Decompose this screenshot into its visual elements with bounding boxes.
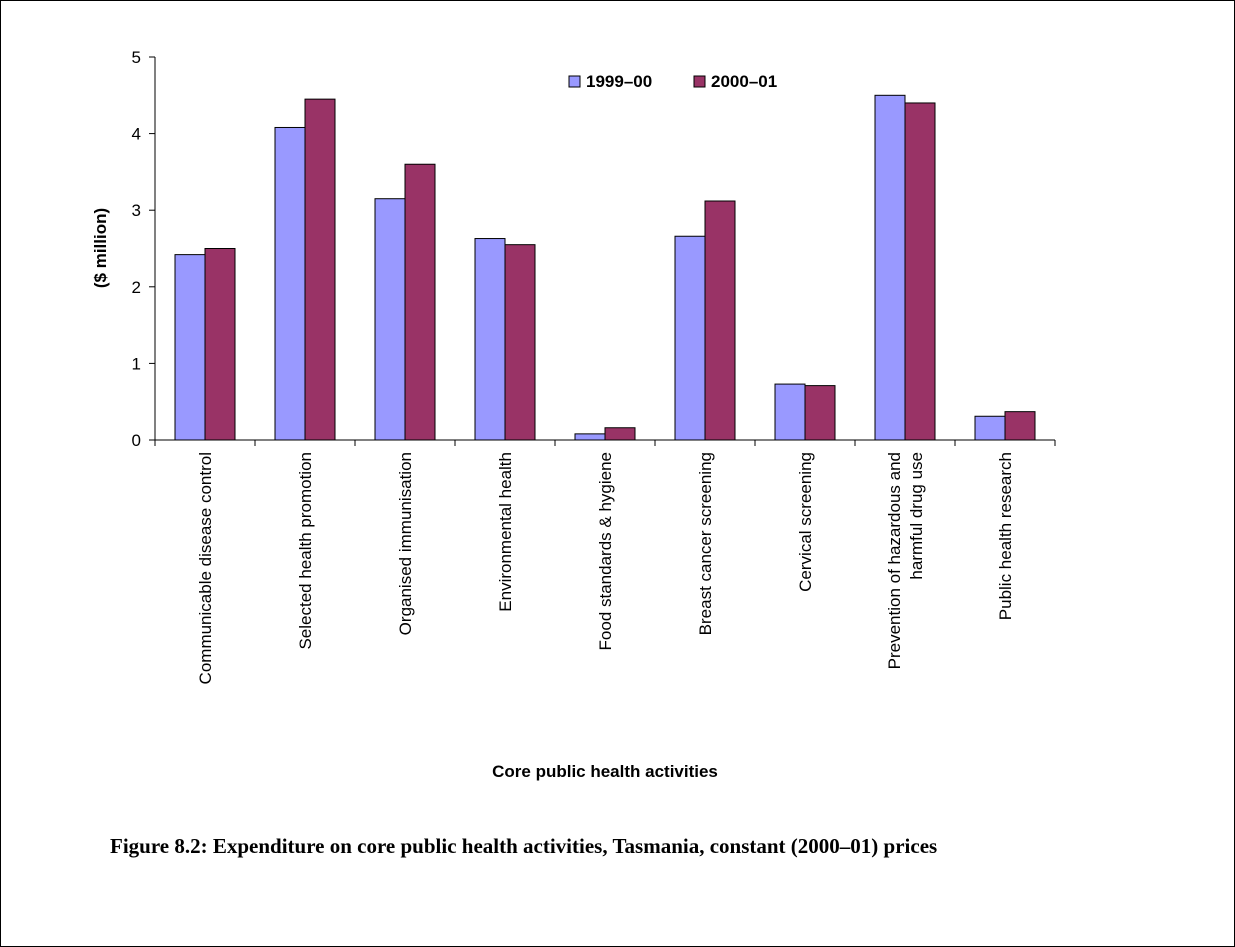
bar-series-2-category-1 (204, 248, 236, 441)
x-axis-title: Core public health activities (492, 762, 718, 781)
bar-series-2-category-3 (404, 163, 436, 441)
y-tick-label: 3 (132, 201, 141, 220)
x-category-label: Environmental health (496, 452, 515, 612)
y-tick-label: 0 (132, 431, 141, 450)
bar-series-2-category-6 (704, 200, 736, 441)
y-tick-label: 4 (132, 125, 141, 144)
figure-caption: Figure 8.2: Expenditure on core public h… (110, 834, 938, 858)
bar-series-1-category-8 (874, 94, 906, 441)
bar-series-2-category-2 (304, 98, 336, 441)
bar-series-1-category-4 (474, 238, 506, 441)
legend-label-2: 2000–01 (711, 72, 777, 91)
x-category-label: Organised immunisation (396, 452, 415, 635)
bar-series-2-category-5 (604, 427, 636, 441)
x-category-label: harmful drug use (907, 452, 926, 580)
bar-series-1-category-9 (974, 415, 1006, 441)
x-category-label: Cervical screening (796, 452, 815, 592)
bar-series-2-category-8 (904, 102, 936, 441)
bar-series-1-category-3 (374, 198, 406, 441)
x-category-label: Breast cancer screening (696, 452, 715, 635)
bar-series-2-category-9 (1004, 411, 1036, 441)
bar-series-1-category-6 (674, 235, 706, 441)
y-tick-label: 1 (132, 354, 141, 373)
legend-label-1: 1999–00 (586, 72, 652, 91)
y-axis-title: ($ million) (91, 208, 110, 288)
bar-series-1-category-7 (774, 383, 806, 441)
x-category-label: Selected health promotion (296, 452, 315, 650)
y-tick-label: 5 (132, 48, 141, 67)
x-category-label: Public health research (996, 452, 1015, 620)
x-category-label: Food standards & hygiene (596, 452, 615, 650)
bar-series-1-category-1 (174, 254, 206, 441)
bar-series-1-category-2 (274, 126, 306, 441)
legend-swatch-1 (568, 75, 581, 88)
legend-swatch-2 (693, 75, 706, 88)
x-category-label: Prevention of hazardous and (885, 452, 904, 669)
bar-series-2-category-4 (504, 244, 536, 441)
x-category-label: Communicable disease control (196, 452, 215, 684)
y-tick-label: 2 (132, 278, 141, 297)
bar-series-2-category-7 (804, 385, 836, 441)
bar-series-1-category-5 (574, 433, 606, 441)
